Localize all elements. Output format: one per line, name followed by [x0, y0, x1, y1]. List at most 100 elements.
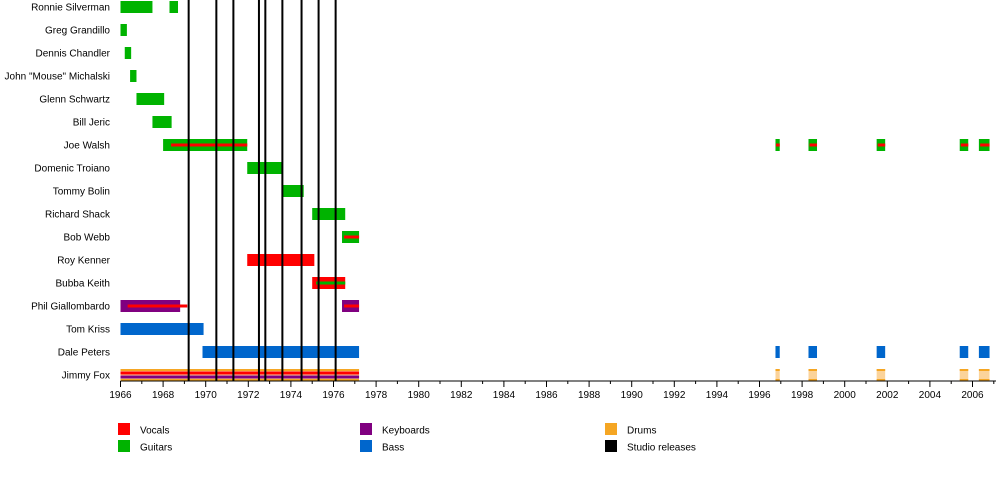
member-label-bob-webb: Bob Webb [63, 233, 110, 244]
legend-label-guitars: Guitars [140, 443, 172, 454]
legend: Vocals Guitars Keyboards Bass Drums Studio re… [118, 423, 696, 454]
member-label-ronnie-silverman: Ronnie Silverman [31, 3, 110, 14]
bar-tommy-bolin-0 [282, 185, 304, 197]
bar-jimmy-fox-0-keyboards-stripe [120, 375, 360, 379]
member-label-tom-kriss: Tom Kriss [66, 325, 110, 336]
member-label-dale-peters: Dale Peters [58, 348, 110, 359]
tick-label-2000: 2000 [834, 390, 857, 401]
bar-bubba-keith-0-guitars-stripe [316, 281, 346, 285]
bar-jimmy-fox-2 [808, 369, 818, 381]
bar-jimmy-fox-5-drums-edge-bottom [978, 379, 990, 381]
bar-jimmy-fox-3 [876, 369, 886, 381]
bar-dale-peters-2 [808, 346, 818, 358]
bar-greg-grandillo-0 [120, 24, 127, 36]
bar-bob-webb-0-vocals-stripe [344, 235, 360, 239]
bar-joe-walsh-4-vocals-stripe [960, 143, 969, 147]
bar-jimmy-fox-4-drums-edge-top [959, 369, 969, 371]
legend-swatch-vocals [118, 423, 130, 435]
tick-label-1966: 1966 [109, 390, 132, 401]
bar-dennis-chandler-0 [124, 47, 132, 59]
tick-label-1984: 1984 [493, 390, 516, 401]
member-label-domenic-troiano: Domenic Troiano [34, 164, 110, 175]
bar-jimmy-fox-5-drums-edge-top [978, 369, 990, 371]
bar-joe-walsh-0-vocals-stripe [171, 143, 248, 147]
member-label-jimmy-fox: Jimmy Fox [62, 371, 110, 382]
studio-release-lines [187, 0, 337, 381]
member-label-roy-kenner: Roy Kenner [57, 256, 110, 267]
legend-label-bass: Bass [382, 443, 404, 454]
legend-swatch-guitars [118, 440, 130, 452]
tick-label-1968: 1968 [152, 390, 175, 401]
bar-joe-walsh-5-vocals-stripe [980, 143, 990, 147]
legend-label-keyboards: Keyboards [382, 426, 430, 437]
legend-swatch-keyboards [360, 423, 372, 435]
bar-dale-peters-3 [876, 346, 886, 358]
bar-jimmy-fox-1 [775, 369, 780, 381]
tick-label-1972: 1972 [237, 390, 260, 401]
bar-joe-walsh-2-vocals-stripe [809, 143, 818, 147]
tick-label-1986: 1986 [535, 390, 558, 401]
tick-label-1974: 1974 [280, 390, 303, 401]
member-label-phil-giallombardo: Phil Giallombardo [31, 302, 110, 313]
bar-jimmy-fox-2-drums-edge-top [808, 369, 818, 371]
member-label-tommy-bolin: Tommy Bolin [53, 187, 110, 198]
bar-dale-peters-1 [775, 346, 780, 358]
bar-bill-jeric-0 [152, 116, 172, 128]
bar-jimmy-fox-1-drums-edge-bottom [775, 379, 780, 381]
tick-label-2004: 2004 [919, 390, 942, 401]
tick-label-1990: 1990 [621, 390, 644, 401]
tick-label-1994: 1994 [706, 390, 729, 401]
tick-label-1970: 1970 [195, 390, 218, 401]
legend-swatch-bass [360, 440, 372, 452]
legend-label-drums: Drums [627, 426, 656, 437]
bar-jimmy-fox-4-drums-edge-bottom [959, 379, 969, 381]
bar-dale-peters-0 [202, 346, 360, 358]
bar-ronnie-silverman-1 [169, 1, 179, 13]
bar-john-mouse-michalski-0 [130, 70, 137, 82]
legend-label-studio: Studio releases [627, 443, 696, 454]
member-label-john-mouse-michalski: John "Mouse" Michalski [5, 72, 110, 83]
tick-label-2002: 2002 [876, 390, 899, 401]
bar-jimmy-fox-3-drums-edge-top [876, 369, 886, 371]
member-labels: Ronnie Silverman Greg Grandillo Dennis Cha… [5, 3, 111, 382]
legend-swatch-studio [605, 440, 617, 452]
bar-joe-walsh-1-vocals-stripe [775, 143, 780, 147]
bar-jimmy-fox-1-drums-edge-top [775, 369, 780, 371]
bar-dale-peters-4 [959, 346, 969, 358]
bar-joe-walsh-3-vocals-stripe [877, 143, 886, 147]
tick-label-1978: 1978 [365, 390, 388, 401]
member-label-glenn-schwartz: Glenn Schwartz [39, 95, 110, 106]
bar-jimmy-fox-0-vocals-stripe [120, 371, 360, 375]
tick-label-1988: 1988 [578, 390, 601, 401]
member-label-joe-walsh: Joe Walsh [64, 141, 110, 152]
bar-phil-giallombardo-0-vocals-stripe [127, 304, 188, 308]
tick-label-1996: 1996 [748, 390, 771, 401]
bar-tom-kriss-0 [120, 323, 204, 335]
bar-jimmy-fox-3-drums-edge-bottom [876, 379, 886, 381]
member-label-bubba-keith: Bubba Keith [56, 279, 111, 290]
bar-jimmy-fox-2-drums-edge-bottom [808, 379, 818, 381]
bar-roy-kenner-0 [247, 254, 315, 266]
tick-label-1980: 1980 [408, 390, 431, 401]
bar-jimmy-fox-4 [959, 369, 969, 381]
bar-ronnie-silverman-0 [120, 1, 153, 13]
tick-label-1998: 1998 [791, 390, 814, 401]
member-label-richard-shack: Richard Shack [45, 210, 111, 221]
tick-label-1982: 1982 [450, 390, 473, 401]
member-bars [120, 1, 990, 381]
bar-dale-peters-5 [978, 346, 990, 358]
member-label-bill-jeric: Bill Jeric [73, 118, 110, 129]
bar-jimmy-fox-5 [978, 369, 990, 381]
member-label-dennis-chandler: Dennis Chandler [36, 49, 111, 60]
bar-glenn-schwartz-0 [136, 93, 165, 105]
member-label-greg-grandillo: Greg Grandillo [45, 26, 110, 37]
bar-phil-giallombardo-1-vocals-stripe [344, 304, 360, 308]
legend-swatch-drums [605, 423, 617, 435]
legend-label-vocals: Vocals [140, 426, 169, 437]
tick-label-1976: 1976 [322, 390, 345, 401]
bar-jimmy-fox-0-drums-edge-top [120, 369, 360, 371]
tick-label-1992: 1992 [663, 390, 686, 401]
bar-richard-shack-0 [312, 208, 346, 220]
tick-label-2006: 2006 [961, 390, 984, 401]
